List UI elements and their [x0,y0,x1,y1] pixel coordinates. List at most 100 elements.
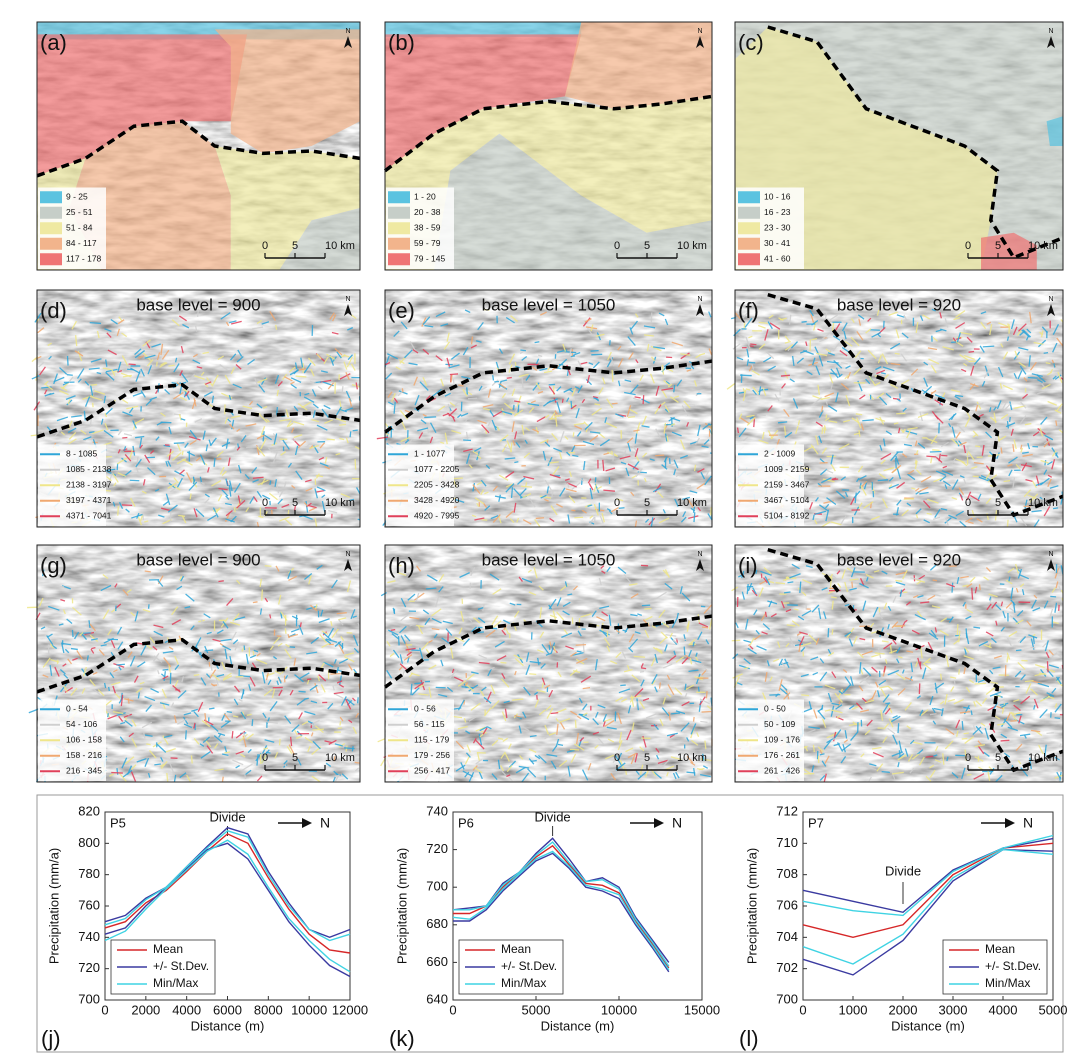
stream [895,580,902,581]
stream [591,351,599,352]
stream [391,630,395,631]
stream [411,684,412,695]
stream [967,774,972,775]
stream [90,323,101,324]
stream [280,739,281,746]
y-tick-label: 708 [776,866,798,881]
x-tick-label: 0 [449,1002,456,1017]
stream [245,772,246,779]
north-label: N [1023,815,1033,831]
panel-label: (d) [40,298,67,323]
stream [1055,718,1060,719]
stream [109,687,110,691]
legend-label: 1 - 1077 [414,449,445,459]
legend-swatch [388,238,410,250]
stream [1009,577,1010,582]
north-label: N [672,815,682,831]
map-subtitle: base level = 1050 [482,295,616,314]
legend-label: 256 - 417 [414,766,450,776]
stream [170,512,171,523]
stream [613,452,614,461]
map-subtitle: base level = 920 [837,295,961,314]
stream [327,439,335,440]
scale-label: 0 [262,497,268,509]
legend-label: 4920 - 7995 [414,511,460,521]
stream [146,744,150,745]
stream [467,387,468,394]
stream [972,588,973,600]
legend-label: 2 - 1009 [764,449,795,459]
stream [782,566,788,567]
legend-label: 10 - 16 [764,192,791,202]
stream [896,458,897,469]
stream [353,430,358,431]
stream [529,674,536,675]
legend-label: +/- St.Dev. [153,959,209,973]
x-tick-label: 8000 [254,1002,283,1017]
x-tick-label: 5000 [522,1002,551,1017]
y-tick-label: 700 [776,991,798,1006]
stream [222,777,223,782]
stream [1047,661,1048,672]
stream [453,379,454,383]
divide-label: Divide [535,809,571,824]
stream [914,593,920,594]
stream [238,443,239,448]
stream [651,312,652,322]
stream [350,431,351,437]
stream [826,414,827,418]
stream [926,456,936,457]
stream [951,342,956,343]
legend-label: 0 - 56 [414,704,436,714]
stream [875,653,885,654]
scale-label: 5 [995,497,1001,509]
stream [757,415,766,416]
scale-label: 5 [292,752,298,764]
panel-label: (l) [739,1026,759,1051]
stream [130,480,140,481]
stream [191,755,192,763]
stream [895,353,900,354]
stream [574,517,583,518]
stream [1016,650,1021,651]
legend-label: Mean [501,942,531,956]
stream [694,512,695,522]
stream [852,582,853,588]
legend-label: 5104 - 8192 [764,511,810,521]
scale-label: 0 [614,497,620,509]
stream [201,619,202,623]
stream [536,518,544,519]
legend-label: 3428 - 4920 [414,495,460,505]
x-axis-label: Distance (m) [541,1018,615,1033]
stream [705,741,706,750]
stream [1056,420,1057,425]
stream [1007,656,1008,662]
map-subtitle: base level = 900 [136,550,260,569]
panel-label: (k) [389,1026,415,1051]
stream [340,721,341,725]
north-label: N [697,296,702,303]
stream [979,584,980,590]
stream [576,645,586,646]
stream [182,451,183,455]
panel-label: (b) [388,30,415,55]
divide-label: Divide [885,863,921,878]
panel-label: (a) [40,30,67,55]
legend-label: 23 - 30 [764,223,791,233]
stream [591,354,602,355]
legend-label: 3467 - 5104 [764,495,810,505]
stream [781,375,790,376]
north-label: N [1048,28,1053,35]
stream [832,629,833,635]
y-tick-label: 700 [426,879,448,894]
stream [832,601,833,610]
stream [885,703,890,704]
legend-label: 3197 - 4371 [66,495,112,505]
stream [973,627,980,628]
scale-label: 10 km [1028,240,1058,252]
